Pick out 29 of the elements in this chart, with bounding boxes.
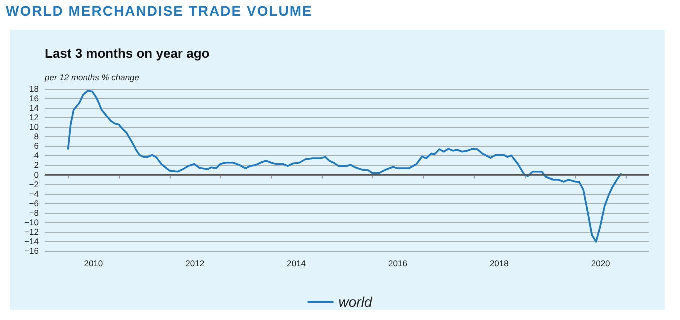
- x-tick-label: 2020: [591, 258, 611, 268]
- y-tick-label: −16: [24, 246, 40, 256]
- y-tick-label: 18: [30, 84, 40, 94]
- chart-subtitle: Last 3 months on year ago: [45, 46, 210, 61]
- y-tick-label: −6: [29, 198, 40, 208]
- y-tick-label: 16: [30, 94, 40, 104]
- legend-label: world: [338, 294, 374, 310]
- y-tick-label: −2: [29, 179, 40, 190]
- y-tick-label: −10: [24, 217, 40, 228]
- y-tick-label: −8: [29, 208, 40, 218]
- y-tick-label: −4: [29, 188, 40, 199]
- y-tick-label: 6: [34, 141, 40, 152]
- x-tick-label: 2010: [84, 258, 104, 268]
- x-tick-label: 2014: [287, 258, 306, 268]
- y-tick-label: 14: [30, 103, 40, 114]
- y-tick-label: 8: [34, 132, 40, 142]
- y-tick-label: 0: [34, 170, 40, 180]
- x-tick-label: 2016: [388, 258, 408, 268]
- y-tick-label: 10: [30, 122, 40, 132]
- y-tick-label: −12: [24, 226, 40, 237]
- y-axis-title: per 12 months % change: [44, 72, 140, 82]
- y-tick-label: 2: [34, 160, 40, 170]
- y-tick-label: 12: [30, 112, 40, 123]
- chart-title: WORLD MERCHANDISE TRADE VOLUME: [6, 3, 313, 19]
- x-tick-label: 2012: [186, 258, 205, 268]
- x-tick-label: 2018: [490, 258, 510, 268]
- y-tick-label: −14: [24, 236, 40, 246]
- line-series: [67, 90, 622, 243]
- y-tick-label: 4: [34, 150, 40, 161]
